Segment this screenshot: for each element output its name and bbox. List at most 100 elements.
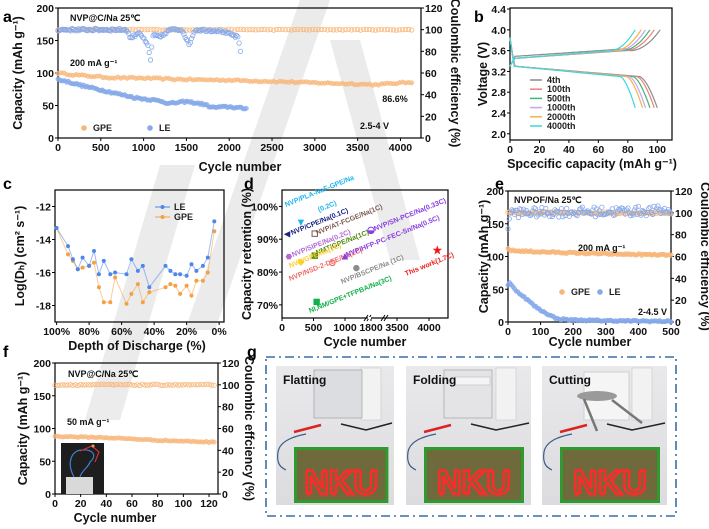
data-point — [163, 263, 168, 268]
plot-frame — [281, 189, 449, 319]
data-point — [124, 301, 129, 306]
data-point — [183, 381, 189, 387]
x-tick-label: 500 — [662, 326, 680, 338]
data-point — [147, 290, 152, 295]
y-axis-label: Voltage (V) — [476, 42, 490, 106]
data-point — [101, 381, 107, 387]
data-point — [75, 267, 80, 272]
legend-label: GPE — [174, 212, 193, 222]
x-axis-label: Depth of Discharge (%) — [68, 339, 206, 353]
data-point — [522, 211, 528, 217]
data-point — [157, 27, 163, 33]
y-tick-label: 200 — [486, 186, 504, 198]
data-point — [178, 291, 183, 296]
data-point — [250, 26, 256, 33]
data-point — [67, 27, 73, 33]
data-point — [133, 31, 139, 38]
data-point — [72, 382, 79, 388]
ruler — [360, 367, 382, 421]
led-text: NKU — [437, 464, 511, 502]
data-point — [633, 204, 639, 211]
marker-circle — [353, 264, 360, 272]
data-point — [378, 26, 385, 32]
y2-tick-label: 20 — [675, 295, 687, 307]
data-point — [209, 382, 215, 388]
data-point — [145, 26, 151, 33]
legend-label: 2000th — [547, 112, 576, 122]
data-point — [271, 27, 277, 33]
point-label: NVP/BSCPE/Na (1C) — [340, 254, 405, 286]
data-point — [247, 26, 253, 33]
chart-panel-c: c 100% 80% 60% 40% 20% 0% -12 -14 -16 -18 Depth of … — [3, 176, 227, 353]
scissors — [582, 398, 599, 432]
data-point — [151, 26, 157, 33]
data-point — [390, 27, 397, 33]
data-point — [274, 26, 280, 32]
data-point — [205, 255, 210, 260]
data-point — [375, 27, 382, 33]
y2-tick-label: 120 — [425, 3, 443, 15]
x-tick-label: 80 — [152, 498, 164, 510]
data-point — [217, 27, 223, 33]
data-point — [162, 382, 168, 388]
black-clip — [470, 422, 530, 431]
data-point — [114, 381, 120, 388]
data-point — [108, 300, 113, 305]
data-point — [155, 381, 161, 387]
data-point — [316, 26, 322, 33]
photo-label: Flatting — [283, 373, 326, 387]
axis-break — [368, 317, 371, 319]
data-point — [96, 272, 101, 277]
y-tick-label: 200 — [36, 3, 54, 15]
data-point — [184, 27, 190, 33]
y-tick-label: 0 — [45, 489, 51, 501]
data-point — [188, 382, 194, 388]
data-point — [655, 203, 661, 209]
data-point — [157, 382, 163, 388]
charge-curve-4th — [509, 29, 661, 67]
x-tick-label: 500 — [92, 142, 110, 154]
data-point — [349, 27, 355, 33]
data-point — [387, 27, 394, 33]
data-point — [130, 26, 136, 32]
data-point — [262, 26, 268, 32]
y2-tick-label: 0 — [675, 317, 681, 329]
data-point — [578, 206, 584, 212]
data-point — [139, 381, 145, 387]
data-point — [129, 257, 134, 262]
data-point — [95, 27, 101, 33]
series-gpe-capacity — [505, 245, 674, 259]
data-point — [83, 382, 89, 388]
data-point — [170, 382, 176, 388]
data-point — [88, 382, 94, 388]
annotation: 50 mA g⁻¹ — [67, 417, 109, 427]
data-point — [140, 263, 145, 268]
x-tick-label: 60% — [111, 326, 133, 338]
panel-label: a — [3, 9, 12, 26]
data-point — [142, 27, 148, 33]
data-point — [304, 27, 310, 33]
legend-label: LE — [159, 123, 171, 133]
pouch-cell — [313, 369, 363, 419]
data-point — [393, 27, 400, 33]
data-point — [289, 27, 295, 33]
x-tick-label: 3500 — [385, 322, 409, 334]
x-tick-label: 2000 — [218, 142, 242, 154]
data-point — [547, 213, 553, 219]
data-point — [631, 207, 638, 213]
y-tick-label: -18 — [36, 301, 51, 313]
data-point — [132, 382, 138, 388]
data-point — [198, 381, 204, 387]
legend-label: LE — [609, 287, 621, 297]
data-point — [221, 30, 227, 36]
y-tick-label: 50 — [39, 456, 51, 468]
black-clip — [340, 422, 393, 431]
legend-marker — [81, 125, 87, 131]
x-tick-label: 4000 — [417, 322, 441, 334]
y-tick-label: 200 — [33, 358, 51, 370]
x-tick-label: 0 — [55, 142, 61, 154]
x-tick-label: 3000 — [303, 142, 327, 154]
x-axis-label: Cycle number — [199, 160, 282, 174]
x-tick-label: 300 — [597, 326, 615, 338]
marker-triangle-down — [297, 219, 305, 227]
